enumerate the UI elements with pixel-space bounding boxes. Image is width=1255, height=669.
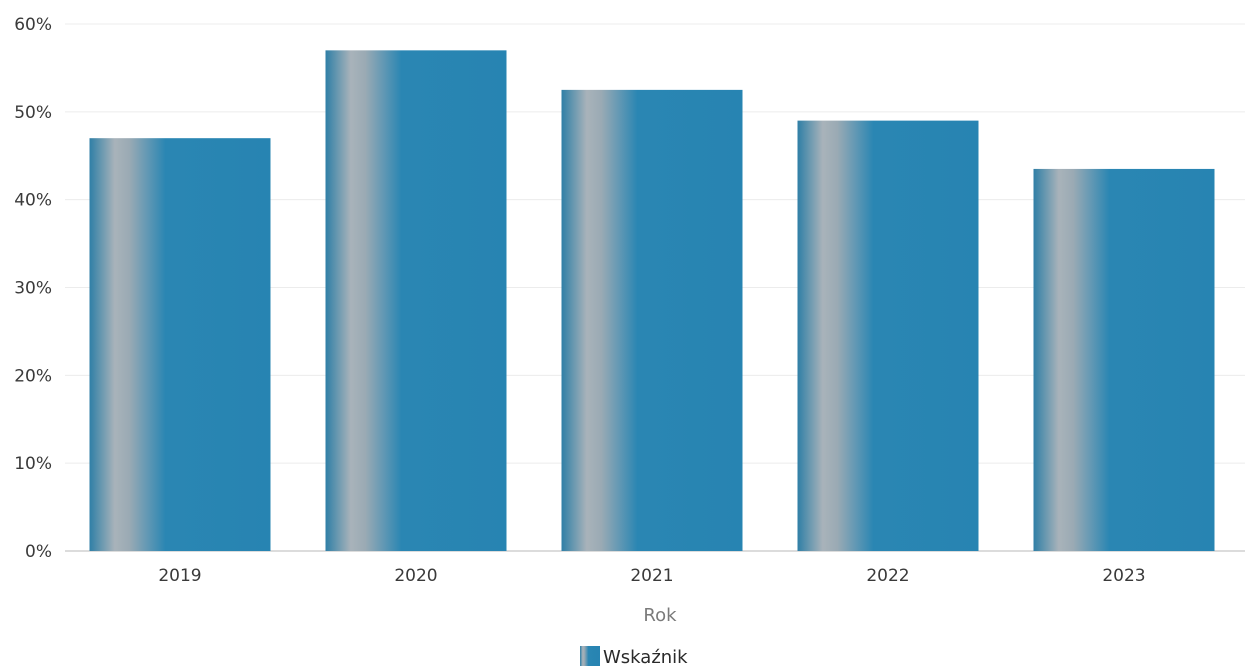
x-tick-label: 2020 (394, 566, 437, 586)
y-tick-label: 10% (14, 454, 52, 474)
bar-2019 (89, 138, 271, 551)
legend-swatch (580, 646, 600, 666)
x-tick-label: 2023 (1102, 566, 1145, 586)
legend: Wskaźnik (580, 646, 688, 668)
bar-2023 (1033, 168, 1215, 552)
y-tick-label: 0% (25, 542, 52, 562)
y-tick-label: 20% (14, 366, 52, 386)
y-tick-label: 50% (14, 103, 52, 123)
bar-2020 (325, 50, 507, 551)
x-axis-title: Rok (643, 605, 677, 626)
bars (89, 50, 1215, 552)
x-tick-label: 2022 (866, 566, 909, 586)
y-tick-label: 40% (14, 191, 52, 211)
x-tick-label: 2021 (630, 566, 673, 586)
y-axis-ticks: 0% 10% 20% 30% 40% 50% 60% (14, 15, 52, 562)
x-axis-ticks: 2019 2020 2021 2022 2023 (158, 566, 1145, 586)
x-tick-label: 2019 (158, 566, 201, 586)
bar-2022 (797, 120, 979, 551)
y-tick-label: 30% (14, 279, 52, 299)
legend-label: Wskaźnik (603, 647, 688, 668)
y-tick-label: 60% (14, 15, 52, 35)
bar-2021 (561, 89, 743, 551)
